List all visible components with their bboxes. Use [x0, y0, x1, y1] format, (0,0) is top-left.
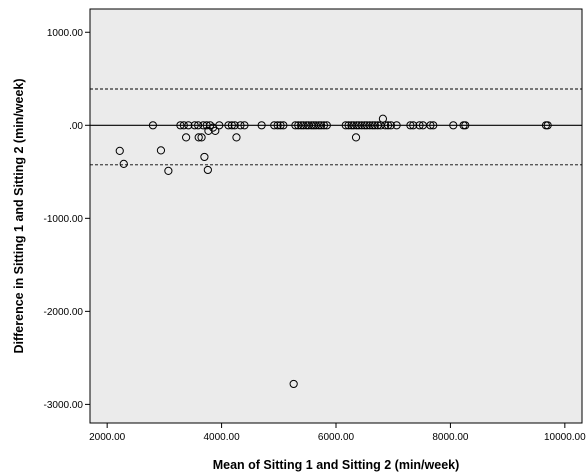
x-tick-label: 4000.00: [204, 432, 241, 443]
data-point: [322, 121, 331, 130]
data-point: [449, 121, 458, 130]
data-point: [194, 133, 203, 142]
data-point: [360, 121, 369, 130]
data-point: [314, 121, 323, 130]
data-point: [357, 121, 366, 130]
data-point: [184, 121, 193, 130]
data-point: [203, 165, 212, 175]
data-point: [236, 121, 245, 130]
data-point: [182, 133, 191, 142]
y-tick-label: .00: [69, 121, 83, 132]
y-axis: 1000.00 .00 -1000.00 -2000.00 -3000.00: [44, 28, 90, 411]
data-point: [224, 121, 233, 130]
x-tick-label: 2000.00: [89, 432, 126, 443]
data-points: [115, 114, 552, 389]
data-point: [206, 121, 215, 130]
data-point: [197, 133, 206, 142]
data-point: [156, 146, 166, 155]
data-point: [365, 121, 374, 130]
reference-lines: [90, 88, 582, 166]
data-point: [368, 121, 377, 130]
data-point: [240, 121, 249, 130]
data-point: [351, 133, 361, 142]
data-point: [257, 121, 266, 130]
data-point: [409, 121, 418, 130]
data-point: [386, 121, 396, 130]
data-point: [426, 121, 435, 130]
y-tick-label: 1000.00: [47, 28, 84, 39]
data-point: [317, 121, 326, 130]
data-point: [354, 121, 363, 130]
data-point: [352, 121, 361, 130]
data-point: [176, 121, 185, 130]
data-point: [115, 146, 124, 155]
data-point: [190, 121, 199, 130]
data-point: [362, 121, 371, 130]
x-axis: 2000.00 4000.00 6000.00 8000.00 10000.00: [89, 423, 586, 443]
data-point: [279, 121, 288, 130]
data-point: [289, 379, 298, 389]
data-point: [211, 126, 220, 135]
data-point: [119, 159, 128, 169]
y-tick-label: -3000.00: [44, 400, 84, 411]
data-point: [383, 121, 393, 130]
data-point: [200, 152, 209, 162]
x-tick-label: 6000.00: [318, 432, 355, 443]
y-tick-label: -1000.00: [44, 214, 84, 225]
data-point: [299, 121, 308, 130]
data-point: [344, 121, 353, 130]
data-point: [148, 121, 158, 130]
data-point: [415, 121, 424, 130]
data-point: [230, 121, 239, 130]
data-point: [381, 121, 390, 130]
x-axis-label: Mean of Sitting 1 and Sitting 2 (min/wee…: [213, 458, 460, 472]
data-point: [311, 121, 321, 130]
data-point: [164, 166, 173, 175]
data-point: [179, 121, 188, 130]
data-point: [319, 121, 329, 130]
data-point: [273, 121, 282, 130]
data-point: [349, 121, 358, 130]
data-point: [341, 121, 350, 130]
y-tick-label: -2000.00: [44, 307, 84, 318]
data-point: [406, 121, 415, 130]
data-point: [291, 121, 300, 130]
data-point: [194, 121, 203, 130]
data-point: [392, 121, 401, 130]
x-tick-label: 8000.00: [432, 432, 469, 443]
data-point: [270, 121, 279, 130]
x-tick-label: 10000.00: [544, 432, 586, 443]
data-point: [429, 121, 438, 130]
y-axis-label: Difference in Sitting 1 and Sitting 2 (m…: [12, 78, 26, 353]
data-point: [461, 121, 470, 130]
data-point: [276, 121, 285, 130]
data-point: [294, 121, 303, 130]
data-point: [227, 121, 236, 130]
data-point: [232, 133, 241, 142]
data-point: [370, 121, 380, 130]
plot-area: [89, 8, 583, 424]
data-point: [543, 121, 552, 130]
data-point: [215, 121, 224, 130]
